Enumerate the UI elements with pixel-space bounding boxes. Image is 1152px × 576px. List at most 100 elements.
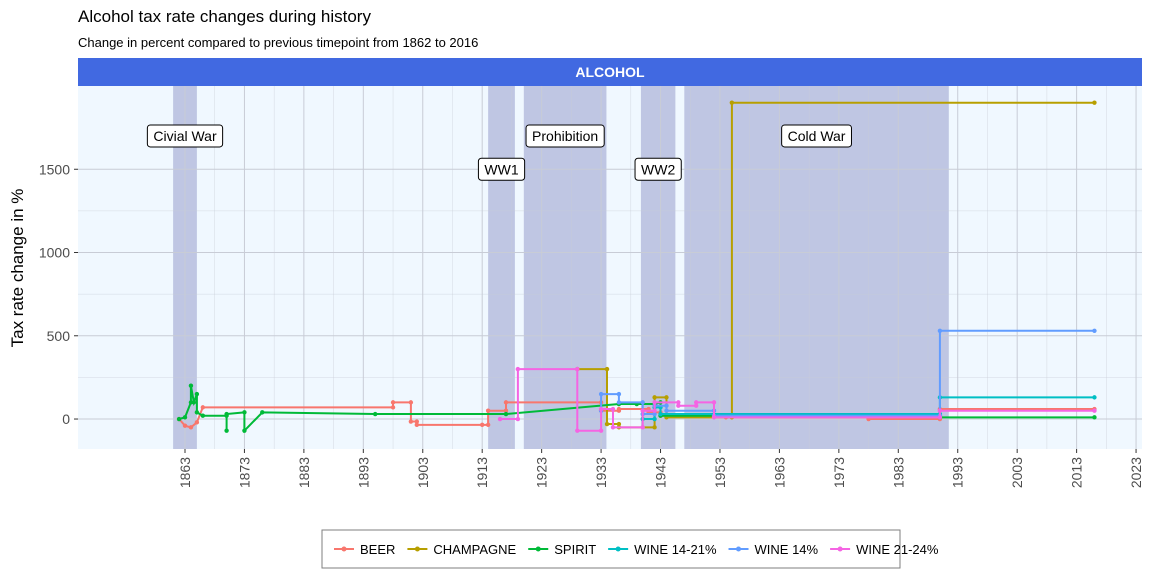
series-line-spirit (178, 385, 1095, 434)
series-point-beer (408, 400, 414, 405)
series-point-wine-21-24 (575, 428, 580, 433)
series-point-wine-14 (616, 400, 622, 405)
series-point-spirit (224, 411, 229, 417)
legend-item-wine-14: WINE 14% (728, 542, 819, 557)
series-lines (176, 100, 1097, 434)
period-label-box (477, 157, 526, 181)
series-point-spirit (242, 428, 247, 433)
series-point-champagne (604, 366, 610, 372)
x-tick-label: 1943 (653, 457, 669, 488)
legend-item-spirit: SPIRIT (528, 542, 596, 557)
series-point-wine-21-24 (598, 428, 604, 433)
chart-subtitle: Change in percent compared to previous t… (78, 35, 478, 50)
series-point-wine-21-24 (652, 400, 657, 405)
period-annotations: Civial War WW1 Prohibition WW2 Cold War (146, 124, 852, 181)
series-point-wine-21-24 (610, 425, 616, 430)
series-point-beer (480, 422, 485, 428)
grid-lines (78, 86, 1142, 449)
legend-key-point (615, 546, 621, 552)
series-point-spirit (176, 416, 182, 422)
period-label-box (525, 124, 605, 148)
period-label-prohibition: Prohibition (525, 124, 605, 148)
series-point-wine-21-24 (497, 416, 503, 422)
series-point-wine-21-24 (652, 408, 657, 413)
period-label-ww2: WW2 (634, 157, 682, 181)
series-point-beer (485, 408, 491, 413)
series-point-wine-14 (937, 328, 943, 333)
series-point-wine-21-24 (640, 408, 645, 413)
series-point-wine-14 (652, 411, 657, 417)
series-point-beer (182, 423, 188, 428)
series-point-spirit (503, 411, 509, 417)
period-label-ww1: WW1 (477, 157, 526, 181)
x-tick-label: 1923 (534, 457, 550, 488)
series-point-wine-21-24 (937, 408, 943, 413)
x-tick-label: 1983 (890, 457, 906, 488)
x-tick-label: 2003 (1009, 457, 1025, 488)
series-point-beer (414, 422, 420, 428)
series-point-wine-14 (598, 391, 604, 397)
series-point-spirit (224, 428, 229, 433)
series-point-wine-21-24 (676, 400, 681, 405)
series-point-wine-14 (616, 391, 622, 397)
x-tick-label: 1863 (177, 457, 193, 488)
x-tick-label: 1913 (474, 457, 490, 488)
legend-label: WINE 14% (755, 542, 819, 557)
series-point-wine-14 (664, 408, 669, 413)
series-point-beer (414, 419, 420, 424)
x-tick-label: 1883 (296, 457, 312, 488)
period-label-text: Prohibition (532, 128, 598, 144)
series-point-champagne (664, 395, 669, 400)
period-label-civial-war: Civial War (146, 124, 224, 148)
period-label-text: Civial War (153, 128, 217, 144)
period-label-text: Cold War (788, 128, 846, 144)
facet-strip-label: ALCOHOL (575, 64, 645, 80)
period-label-text: WW1 (484, 161, 518, 177)
x-tick-label: 1903 (415, 457, 431, 488)
series-point-wine-21-24 (610, 406, 616, 412)
legend-item-wine-14-21: WINE 14-21% (608, 542, 717, 557)
legend-label: WINE 21-24% (856, 542, 939, 557)
series-point-wine-21-24 (937, 415, 943, 420)
period-label-cold-war: Cold War (781, 124, 852, 148)
series-point-spirit (194, 410, 200, 415)
series-point-champagne (652, 395, 657, 400)
x-tick-label: 1873 (236, 457, 252, 488)
series-point-spirit (242, 410, 247, 415)
y-tick-label: 0 (62, 411, 70, 427)
period-label-text: WW2 (641, 161, 675, 177)
series-point-beer (408, 419, 414, 424)
series-point-wine-14 (640, 400, 645, 405)
y-axis-title: Tax rate change in % (8, 189, 27, 348)
series-point-spirit (1092, 415, 1097, 420)
series-point-beer (616, 406, 622, 412)
series-point-wine-21-24 (515, 416, 521, 422)
series-point-spirit (182, 415, 188, 420)
series-point-wine-21-24 (711, 415, 717, 420)
series-point-wine-21-24 (1092, 408, 1097, 413)
series-point-spirit (200, 413, 206, 418)
y-tick-label: 1500 (39, 161, 70, 177)
plot-panel (78, 86, 1142, 449)
x-tick-label: 1973 (831, 457, 847, 488)
period-label-box (781, 124, 852, 148)
legend: BEER CHAMPAGNE SPIRIT WINE 14-21% WINE 14% WI… (321, 529, 939, 569)
x-tick-label: 1963 (771, 457, 787, 488)
series-point-wine-21-24 (598, 406, 604, 412)
series-point-beer (194, 420, 200, 425)
series-point-wine-21-24 (693, 400, 699, 405)
series-spirit (176, 383, 1097, 434)
period-band-ww1 (488, 86, 515, 449)
series-point-spirit (194, 391, 200, 397)
x-tick-label: 1953 (712, 457, 728, 488)
series-point-wine-21-24 (515, 366, 521, 372)
x-tick-label: 1893 (355, 457, 371, 488)
x-tick-label: 1993 (950, 457, 966, 488)
legend-key-point (837, 546, 843, 552)
axes: 1863 1873 1883 1893 1903 1913 1923 1933 1943 1953… (39, 161, 1144, 488)
series-point-wine-14-21 (652, 416, 657, 422)
legend-item-beer: BEER (334, 542, 395, 557)
x-tick-label: 2023 (1128, 457, 1144, 488)
y-tick-label: 1000 (39, 245, 70, 261)
